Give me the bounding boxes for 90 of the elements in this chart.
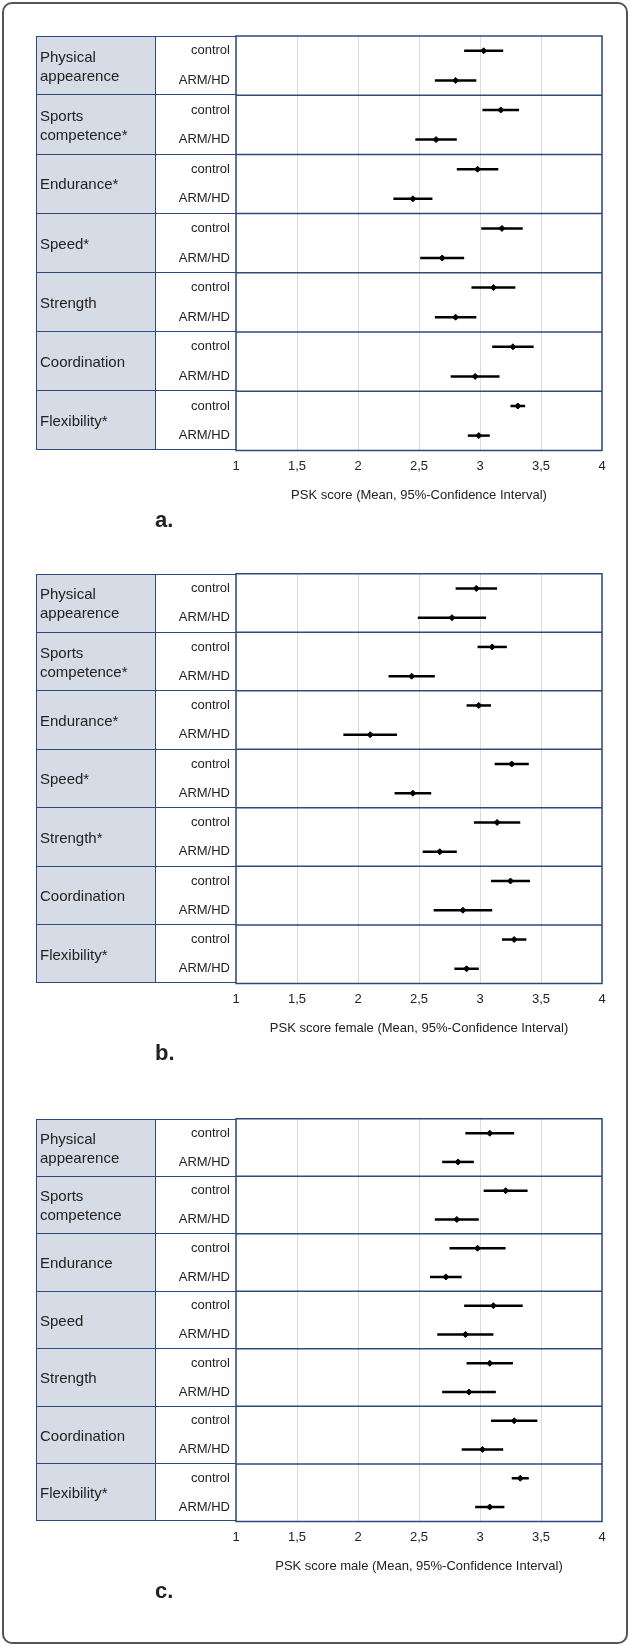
y-tick-label: control	[190, 1297, 231, 1313]
y-tick-label: ARM/HD	[178, 367, 230, 383]
text: Coordination	[39, 1425, 127, 1446]
y-tick-label: control	[190, 697, 231, 713]
text: Flexibility*	[39, 411, 109, 432]
y-tick-label: control	[190, 814, 231, 830]
y-tick-label: control	[190, 1469, 231, 1485]
y-tick-label: ARM/HD	[178, 667, 230, 683]
x-axis-title: PSK score male (Mean, 95%-Confidence Interval)	[275, 1558, 563, 1574]
text: Strength*	[39, 827, 104, 848]
y-tick-label: control	[190, 755, 231, 771]
x-tick-label: 3,5	[531, 457, 551, 473]
x-tick-label: 3	[476, 457, 484, 473]
y-tick-label: control	[190, 638, 231, 654]
text: Endurance	[39, 1253, 114, 1274]
y-tick-label: control	[190, 338, 231, 354]
text: Sports competence	[39, 1186, 123, 1226]
y-tick-label: ARM/HD	[178, 1441, 230, 1457]
text: Coordination	[39, 352, 127, 373]
y-tick-label: ARM/HD	[178, 1153, 230, 1169]
x-tick-label: 1	[232, 1528, 240, 1544]
x-tick-label: 3,5	[531, 1528, 551, 1544]
text: Endurance*	[39, 710, 120, 731]
y-tick-label: ARM/HD	[178, 960, 230, 976]
text: Flexibility*	[39, 1483, 109, 1504]
text: a.	[155, 506, 174, 532]
text: b.	[155, 1039, 175, 1065]
y-tick-label: ARM/HD	[178, 1383, 230, 1399]
x-tick-label: 2	[354, 457, 362, 473]
y-tick-label: ARM/HD	[178, 784, 230, 800]
x-tick-label: 2,5	[409, 990, 429, 1006]
y-tick-label: control	[190, 931, 231, 947]
y-tick-label: ARM/HD	[178, 1326, 230, 1342]
y-tick-label: control	[190, 1412, 231, 1428]
y-tick-label: control	[190, 1124, 231, 1140]
text: Speed*	[39, 769, 91, 790]
y-tick-label: ARM/HD	[178, 249, 230, 265]
y-tick-label: control	[190, 1239, 231, 1255]
x-tick-label: 4	[598, 990, 606, 1006]
text: Speed*	[39, 233, 91, 254]
y-tick-label: ARM/HD	[178, 1268, 230, 1284]
x-tick-label: 3	[476, 1528, 484, 1544]
y-tick-label: ARM/HD	[178, 308, 230, 324]
y-tick-label: ARM/HD	[178, 726, 230, 742]
text: Strength	[39, 292, 98, 313]
y-tick-label: ARM/HD	[178, 1211, 230, 1227]
x-tick-label: 3	[476, 990, 484, 1006]
x-tick-label: 1,5	[287, 990, 307, 1006]
x-tick-label: 4	[598, 1528, 606, 1544]
y-tick-label: ARM/HD	[178, 131, 230, 147]
text: Strength	[39, 1368, 98, 1389]
x-tick-label: 2,5	[409, 457, 429, 473]
x-tick-label: 1,5	[287, 457, 307, 473]
text: Physical appearence	[39, 584, 121, 624]
x-tick-label: 3,5	[531, 990, 551, 1006]
x-tick-label: 1	[232, 990, 240, 1006]
y-tick-label: control	[190, 872, 231, 888]
x-tick-label: 1,5	[287, 1528, 307, 1544]
x-axis-title: PSK score (Mean, 95%-Confidence Interval)	[291, 487, 547, 503]
y-tick-label: control	[190, 1354, 231, 1370]
text: Endurance*	[39, 174, 120, 195]
x-tick-label: 4	[598, 457, 606, 473]
y-tick-label: ARM/HD	[178, 190, 230, 206]
x-tick-label: 2,5	[409, 1528, 429, 1544]
y-tick-label: ARM/HD	[178, 1498, 230, 1514]
text: Speed	[39, 1310, 85, 1331]
x-tick-label: 2	[354, 1528, 362, 1544]
y-tick-label: control	[190, 580, 231, 596]
y-tick-label: control	[190, 279, 231, 295]
text: Sports competence*	[39, 105, 129, 145]
text: c.	[155, 1577, 174, 1603]
y-tick-label: ARM/HD	[178, 843, 230, 859]
y-tick-label: control	[190, 101, 231, 117]
y-tick-label: control	[190, 42, 231, 58]
y-tick-label: ARM/HD	[178, 71, 230, 87]
x-tick-label: 1	[232, 457, 240, 473]
y-tick-label: ARM/HD	[178, 609, 230, 625]
y-tick-label: ARM/HD	[178, 427, 230, 443]
text: Physical appearence	[39, 1128, 121, 1168]
y-tick-label: ARM/HD	[178, 901, 230, 917]
y-tick-label: control	[190, 160, 231, 176]
text: Sports competence*	[39, 642, 129, 682]
text: Coordination	[39, 886, 127, 907]
x-axis-title: PSK score female (Mean, 95%-Confidence Interval)	[269, 1020, 569, 1036]
x-tick-label: 2	[354, 990, 362, 1006]
y-tick-label: control	[190, 1182, 231, 1198]
y-tick-label: control	[190, 397, 231, 413]
text: Physical appearence	[39, 46, 121, 86]
y-tick-label: control	[190, 219, 231, 235]
text: Flexibility*	[39, 944, 109, 965]
